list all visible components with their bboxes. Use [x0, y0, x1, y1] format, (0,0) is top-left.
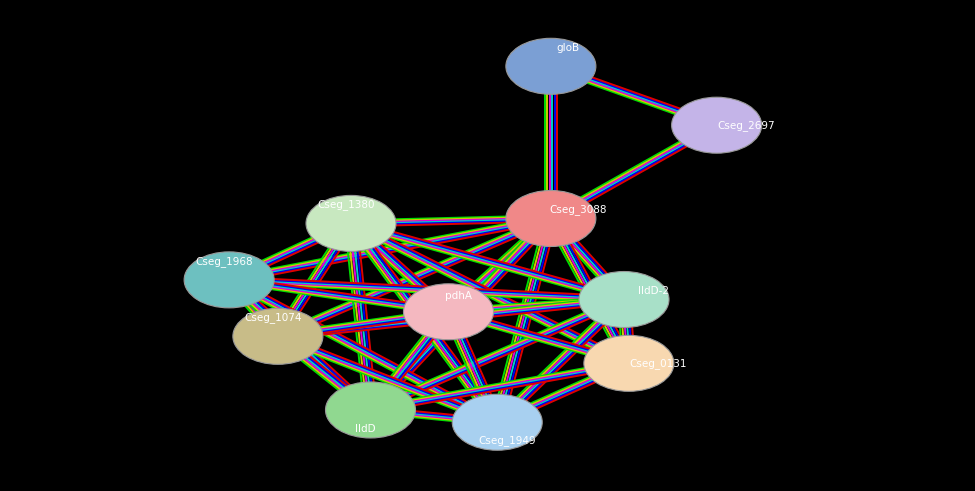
Text: Cseg_1380: Cseg_1380 — [318, 199, 374, 210]
Ellipse shape — [306, 195, 396, 251]
Ellipse shape — [404, 284, 493, 340]
Text: Cseg_1074: Cseg_1074 — [245, 312, 301, 323]
Text: Cseg_1968: Cseg_1968 — [195, 256, 254, 267]
Text: Cseg_1949: Cseg_1949 — [478, 436, 536, 446]
Ellipse shape — [452, 394, 542, 450]
Ellipse shape — [579, 272, 669, 327]
Text: lldD: lldD — [355, 424, 376, 434]
Text: lldD-2: lldD-2 — [638, 286, 669, 296]
Ellipse shape — [506, 38, 596, 94]
Ellipse shape — [584, 335, 674, 391]
Ellipse shape — [672, 97, 761, 153]
Text: pdhA: pdhA — [445, 291, 472, 300]
Text: gloB: gloB — [557, 43, 580, 53]
Text: Cseg_0131: Cseg_0131 — [630, 358, 686, 369]
Ellipse shape — [184, 252, 274, 308]
Ellipse shape — [506, 191, 596, 246]
Text: Cseg_2697: Cseg_2697 — [717, 120, 775, 131]
Ellipse shape — [326, 382, 415, 438]
Text: Cseg_3088: Cseg_3088 — [550, 204, 606, 215]
Ellipse shape — [233, 308, 323, 364]
